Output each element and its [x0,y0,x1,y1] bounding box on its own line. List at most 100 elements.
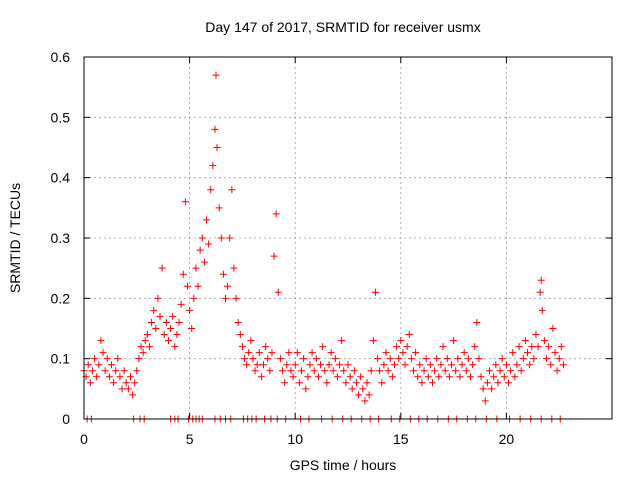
data-point [428,379,436,387]
data-point [405,331,413,339]
data-point [376,367,384,375]
data-point [486,367,494,375]
data-point [179,270,187,278]
data-point [114,355,122,363]
data-point [298,367,306,375]
data-point [412,349,420,357]
data-point [466,373,474,381]
data-point [95,361,103,369]
data-point [407,355,415,363]
data-point [473,318,481,326]
data-point [450,337,458,345]
data-point [329,367,337,375]
data-point [135,355,143,363]
data-point [340,367,348,375]
data-point [338,337,346,345]
data-point [382,349,390,357]
data-point [148,318,156,326]
data-point [494,379,502,387]
data-point [192,264,200,272]
data-point [367,367,375,375]
data-point [122,379,130,387]
data-point [312,355,320,363]
data-point [222,294,230,302]
data-point [505,379,513,387]
data-point [247,337,255,345]
data-point [103,355,111,363]
data-point [433,355,441,363]
data-point [270,252,278,260]
data-point [498,355,506,363]
data-point [435,373,443,381]
data-point [538,306,546,314]
x-tick-label: 5 [186,431,194,447]
data-point [224,282,232,290]
data-point [139,349,147,357]
data-point [393,343,401,351]
data-point [236,331,244,339]
data-point [295,379,303,387]
data-point [110,379,118,387]
data-point [475,355,483,363]
data-point [500,373,508,381]
data-point [481,397,489,405]
data-point [483,379,491,387]
data-point [395,355,403,363]
data-point [511,373,519,381]
data-point [283,361,291,369]
data-point [537,276,545,284]
data-point [371,288,379,296]
data-point [519,355,527,363]
data-point [150,306,158,314]
data-point [374,355,382,363]
data-point [207,186,215,194]
data-point [551,349,559,357]
data-point [380,361,388,369]
data-point [202,216,210,224]
data-point [143,331,151,339]
data-point [181,198,189,206]
y-tick-label: 0.4 [51,170,71,186]
data-point [441,367,449,375]
data-point [323,379,331,387]
data-point [162,318,170,326]
data-point [177,300,185,308]
data-point [152,325,160,332]
axis-ticks: 0 0.1 0.2 0.3 0.4 0.5 0.6 0 5 10 15 20 [51,49,612,447]
data-point [357,373,365,381]
data-point [319,343,327,351]
data-point [257,373,265,381]
data-point [285,349,293,357]
data-point [91,355,99,363]
data-point [452,367,460,375]
data-point [230,264,238,272]
data-point [262,343,270,351]
data-point [327,349,335,357]
data-point [431,367,439,375]
data-point [513,361,521,369]
data-point [186,306,194,314]
data-point [190,294,198,302]
data-point [420,367,428,375]
data-point [401,361,409,369]
data-point [390,361,398,369]
data-point [355,391,363,399]
data-point [388,373,396,381]
data-point [369,337,377,345]
data-point [145,343,153,351]
data-point [302,385,310,393]
data-point [164,337,172,345]
data-point [471,343,479,351]
data-point [317,361,325,369]
data-point [171,343,179,351]
data-point [549,325,557,332]
data-point [517,367,525,375]
data-point [266,367,274,375]
data-point [264,355,272,363]
data-point [245,349,253,357]
data-point [251,367,259,375]
data-point [196,246,204,254]
data-point [183,282,191,290]
chart-title: Day 147 of 2017, SRMTID for receiver usm… [205,19,480,35]
data-point [331,355,339,363]
